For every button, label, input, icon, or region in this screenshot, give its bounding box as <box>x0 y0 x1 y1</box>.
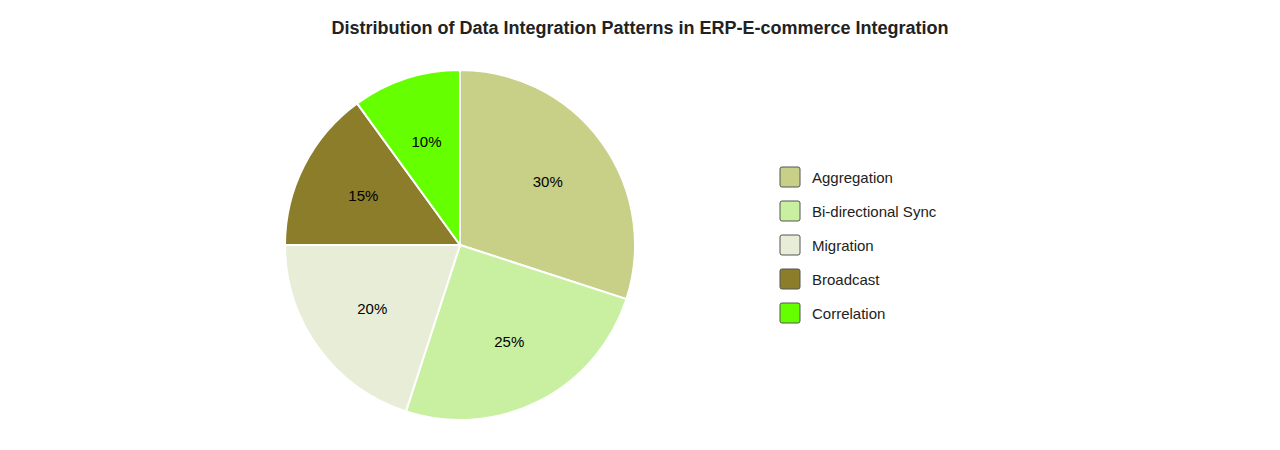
data-label: 25% <box>494 333 524 350</box>
data-label: 20% <box>357 300 387 317</box>
data-label: 10% <box>411 133 441 150</box>
legend-swatch <box>780 235 800 255</box>
chart: Distribution of Data Integration Pattern… <box>0 0 1280 450</box>
legend-swatch <box>780 269 800 289</box>
pie-slice <box>285 245 460 411</box>
legend-label: Bi-directional Sync <box>812 203 937 220</box>
legend-swatch <box>780 201 800 221</box>
legend-label: Broadcast <box>812 271 880 288</box>
legend-swatch <box>780 167 800 187</box>
legend-label: Aggregation <box>812 169 893 186</box>
legend-label: Correlation <box>812 305 885 322</box>
data-label: 30% <box>533 173 563 190</box>
data-label: 15% <box>348 187 378 204</box>
pie-slice <box>357 70 460 245</box>
legend-label: Migration <box>812 237 874 254</box>
chart-title: Distribution of Data Integration Pattern… <box>331 18 948 38</box>
data-labels: 30% 25% 20% 15% 10% <box>348 133 562 350</box>
chart-container: Distribution of Data Integration Pattern… <box>0 0 1280 450</box>
legend-swatch <box>780 303 800 323</box>
pie <box>285 70 635 420</box>
legend: Aggregation Bi-directional Sync Migration B… <box>780 167 937 323</box>
